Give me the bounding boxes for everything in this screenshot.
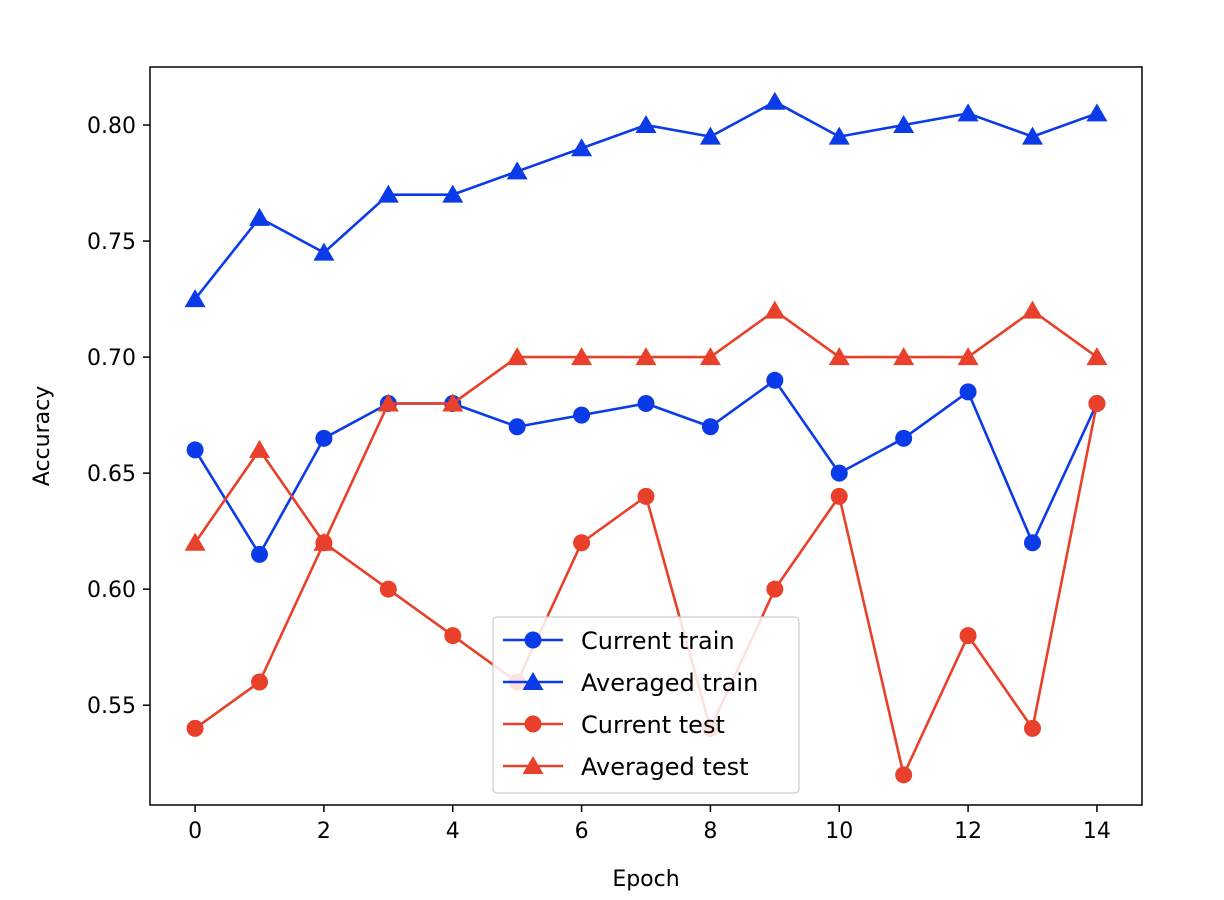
series-averaged-train	[184, 91, 1108, 308]
legend-item-current-train: Current train	[503, 627, 735, 655]
data-point-current-test	[444, 627, 462, 645]
data-point-averaged-test	[893, 347, 915, 366]
data-point-averaged-train	[249, 207, 271, 226]
data-point-averaged-test	[506, 347, 528, 366]
data-point-averaged-test	[957, 347, 979, 366]
legend-item-averaged-test: Averaged test	[503, 753, 749, 781]
data-point-averaged-train	[184, 289, 206, 308]
series-current-train	[186, 371, 1106, 563]
series-layer	[184, 91, 1108, 784]
data-point-averaged-train	[893, 115, 915, 134]
x-tick-label: 12	[954, 819, 982, 844]
data-point-current-test	[186, 719, 204, 737]
legend-label: Averaged train	[581, 669, 758, 697]
legend-item-current-test: Current test	[503, 711, 725, 739]
data-point-averaged-train	[1021, 126, 1043, 145]
y-axis-label: Accuracy	[30, 386, 55, 486]
legend-marker	[522, 756, 544, 774]
data-point-averaged-train	[1086, 103, 1108, 122]
data-point-averaged-train	[764, 91, 786, 110]
data-point-averaged-train	[571, 138, 593, 157]
data-point-current-test	[959, 627, 977, 645]
data-point-current-train	[1023, 534, 1041, 552]
legend-marker	[522, 672, 544, 690]
data-point-current-test	[766, 580, 784, 598]
data-point-averaged-train	[442, 184, 464, 203]
x-tick-label: 8	[703, 819, 717, 844]
data-point-averaged-train	[957, 103, 979, 122]
data-point-current-train	[895, 429, 913, 447]
data-point-averaged-test	[764, 300, 786, 319]
data-point-averaged-test	[1021, 300, 1043, 319]
x-tick-label: 0	[188, 819, 202, 844]
data-point-current-train	[637, 395, 655, 413]
y-tick-label: 0.70	[87, 346, 136, 371]
plot-frame	[149, 66, 1143, 806]
y-tick-label: 0.60	[87, 578, 136, 603]
data-point-averaged-train	[635, 115, 657, 134]
data-point-current-train	[830, 464, 848, 482]
data-point-current-test	[895, 766, 913, 784]
y-tick-label: 0.65	[87, 462, 136, 487]
data-point-averaged-test	[442, 393, 464, 412]
legend-box	[492, 616, 800, 794]
data-point-averaged-test	[635, 347, 657, 366]
x-tick-label: 14	[1083, 819, 1111, 844]
data-point-current-test	[379, 580, 397, 598]
data-point-current-test	[637, 487, 655, 505]
data-point-averaged-train	[313, 242, 335, 261]
data-point-averaged-test	[571, 347, 593, 366]
data-point-current-test	[1088, 395, 1106, 413]
x-tick-label: 4	[446, 819, 460, 844]
legend-label: Averaged test	[581, 753, 749, 781]
legend-marker	[524, 631, 542, 649]
x-tick-label: 6	[575, 819, 589, 844]
data-point-current-train	[315, 429, 333, 447]
data-point-averaged-test	[377, 393, 399, 412]
data-point-current-train	[959, 383, 977, 401]
data-point-current-test	[251, 673, 269, 691]
data-point-current-train	[701, 418, 719, 436]
data-point-averaged-test	[699, 347, 721, 366]
data-point-current-test	[1023, 719, 1041, 737]
x-tick-label: 2	[317, 819, 331, 844]
y-tick-label: 0.75	[87, 230, 136, 255]
data-point-averaged-test	[828, 347, 850, 366]
legend-marker	[524, 715, 542, 733]
data-point-current-test	[573, 534, 591, 552]
x-axis: 0 2 4 6 8 10 12 14	[188, 805, 1111, 844]
data-point-current-train	[186, 441, 204, 459]
data-point-current-train	[766, 371, 784, 389]
y-tick-label: 0.80	[87, 114, 136, 139]
data-point-current-test	[830, 487, 848, 505]
data-point-current-train	[508, 418, 526, 436]
x-tick-label: 10	[825, 819, 853, 844]
data-point-averaged-train	[828, 126, 850, 145]
legend-label: Current train	[581, 627, 735, 655]
y-axis: 0.55 0.60 0.65 0.70 0.75 0.80	[87, 114, 150, 719]
data-point-averaged-test	[1086, 347, 1108, 366]
legend-item-averaged-train: Averaged train	[503, 669, 758, 697]
data-point-current-train	[573, 406, 591, 424]
data-point-averaged-test	[184, 532, 206, 551]
series-averaged-test	[184, 300, 1108, 551]
data-point-current-train	[251, 545, 269, 563]
data-point-averaged-train	[699, 126, 721, 145]
x-axis-label: Epoch	[612, 867, 679, 892]
legend: Current train Averaged train Current test A…	[492, 616, 800, 794]
data-point-averaged-train	[506, 161, 528, 180]
legend-label: Current test	[581, 711, 725, 739]
data-point-averaged-test	[249, 439, 271, 458]
y-tick-label: 0.55	[87, 694, 136, 719]
data-point-averaged-train	[377, 184, 399, 203]
data-point-averaged-test	[313, 532, 335, 551]
